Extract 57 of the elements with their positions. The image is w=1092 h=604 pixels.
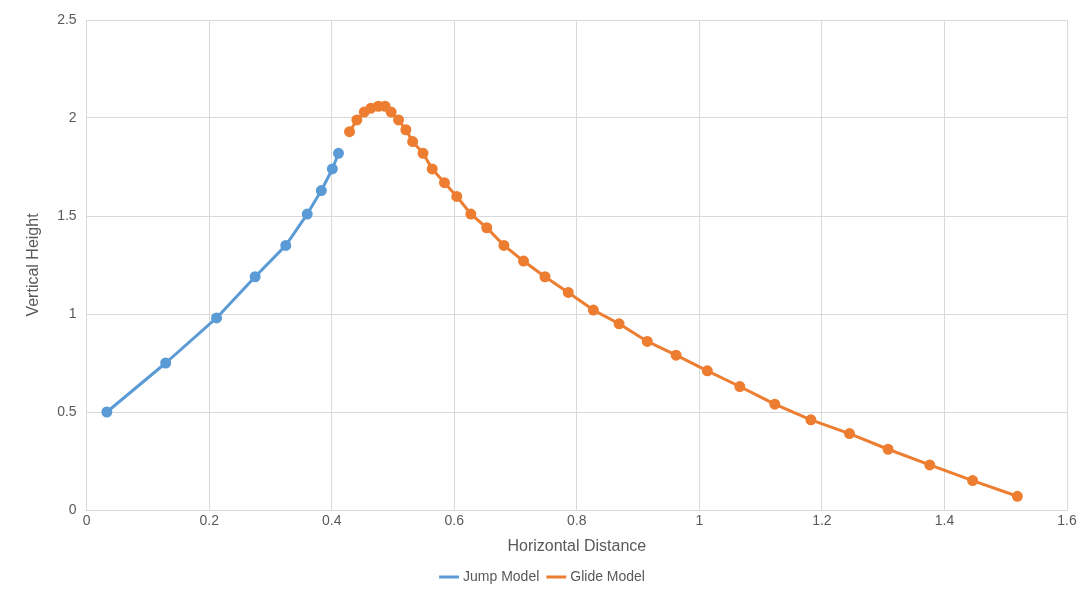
- point: [641, 335, 653, 347]
- y-tick-label: 1.5: [57, 206, 77, 223]
- point: [539, 271, 551, 283]
- point: [400, 124, 412, 136]
- y-tick-label: 1: [68, 304, 77, 321]
- point: [211, 312, 223, 324]
- point: [332, 147, 344, 159]
- y-tick-label: 2: [68, 108, 77, 125]
- point: [587, 304, 599, 316]
- x-tick-label: 1.2: [812, 512, 832, 529]
- x-tick-label: 0.8: [567, 512, 587, 529]
- point: [882, 443, 894, 455]
- point: [843, 428, 855, 440]
- point: [1011, 490, 1023, 502]
- point: [301, 208, 313, 220]
- point: [734, 381, 746, 393]
- point: [280, 239, 292, 251]
- point: [562, 286, 574, 298]
- y-tick-label: 2.5: [57, 10, 77, 27]
- point: [326, 163, 338, 175]
- legend-label: Jump Model: [463, 567, 540, 584]
- x-tick-label: 1.6: [1057, 512, 1077, 529]
- point: [160, 357, 172, 369]
- x-tick-label: 0: [82, 512, 91, 529]
- point: [769, 398, 781, 410]
- point: [670, 349, 682, 361]
- point: [701, 365, 713, 377]
- point: [351, 114, 363, 126]
- x-tick-label: 0.2: [199, 512, 220, 529]
- point: [101, 406, 113, 418]
- point: [344, 126, 356, 138]
- point: [967, 475, 979, 487]
- x-tick-label: 1.4: [934, 512, 955, 529]
- point: [417, 147, 429, 159]
- point: [385, 106, 397, 118]
- legend-label: Glide Model: [570, 567, 645, 584]
- x-axis-title: Horizontal Distance: [507, 536, 647, 554]
- point: [518, 255, 530, 267]
- point: [451, 190, 463, 202]
- point: [613, 318, 625, 330]
- point: [481, 222, 493, 234]
- point: [249, 271, 261, 283]
- point: [465, 208, 477, 220]
- point: [426, 163, 438, 175]
- point: [407, 136, 419, 148]
- x-tick-label: 1: [695, 512, 704, 529]
- point: [315, 185, 327, 197]
- point: [438, 177, 450, 189]
- point: [805, 414, 817, 426]
- point: [393, 114, 405, 126]
- x-tick-label: 0.6: [444, 512, 465, 529]
- y-tick-label: 0: [68, 500, 77, 517]
- point: [924, 459, 936, 471]
- y-tick-label: 0.5: [57, 402, 77, 419]
- x-tick-label: 0.4: [322, 512, 342, 529]
- y-axis-title: Vertical Height: [24, 212, 42, 317]
- point: [498, 239, 510, 251]
